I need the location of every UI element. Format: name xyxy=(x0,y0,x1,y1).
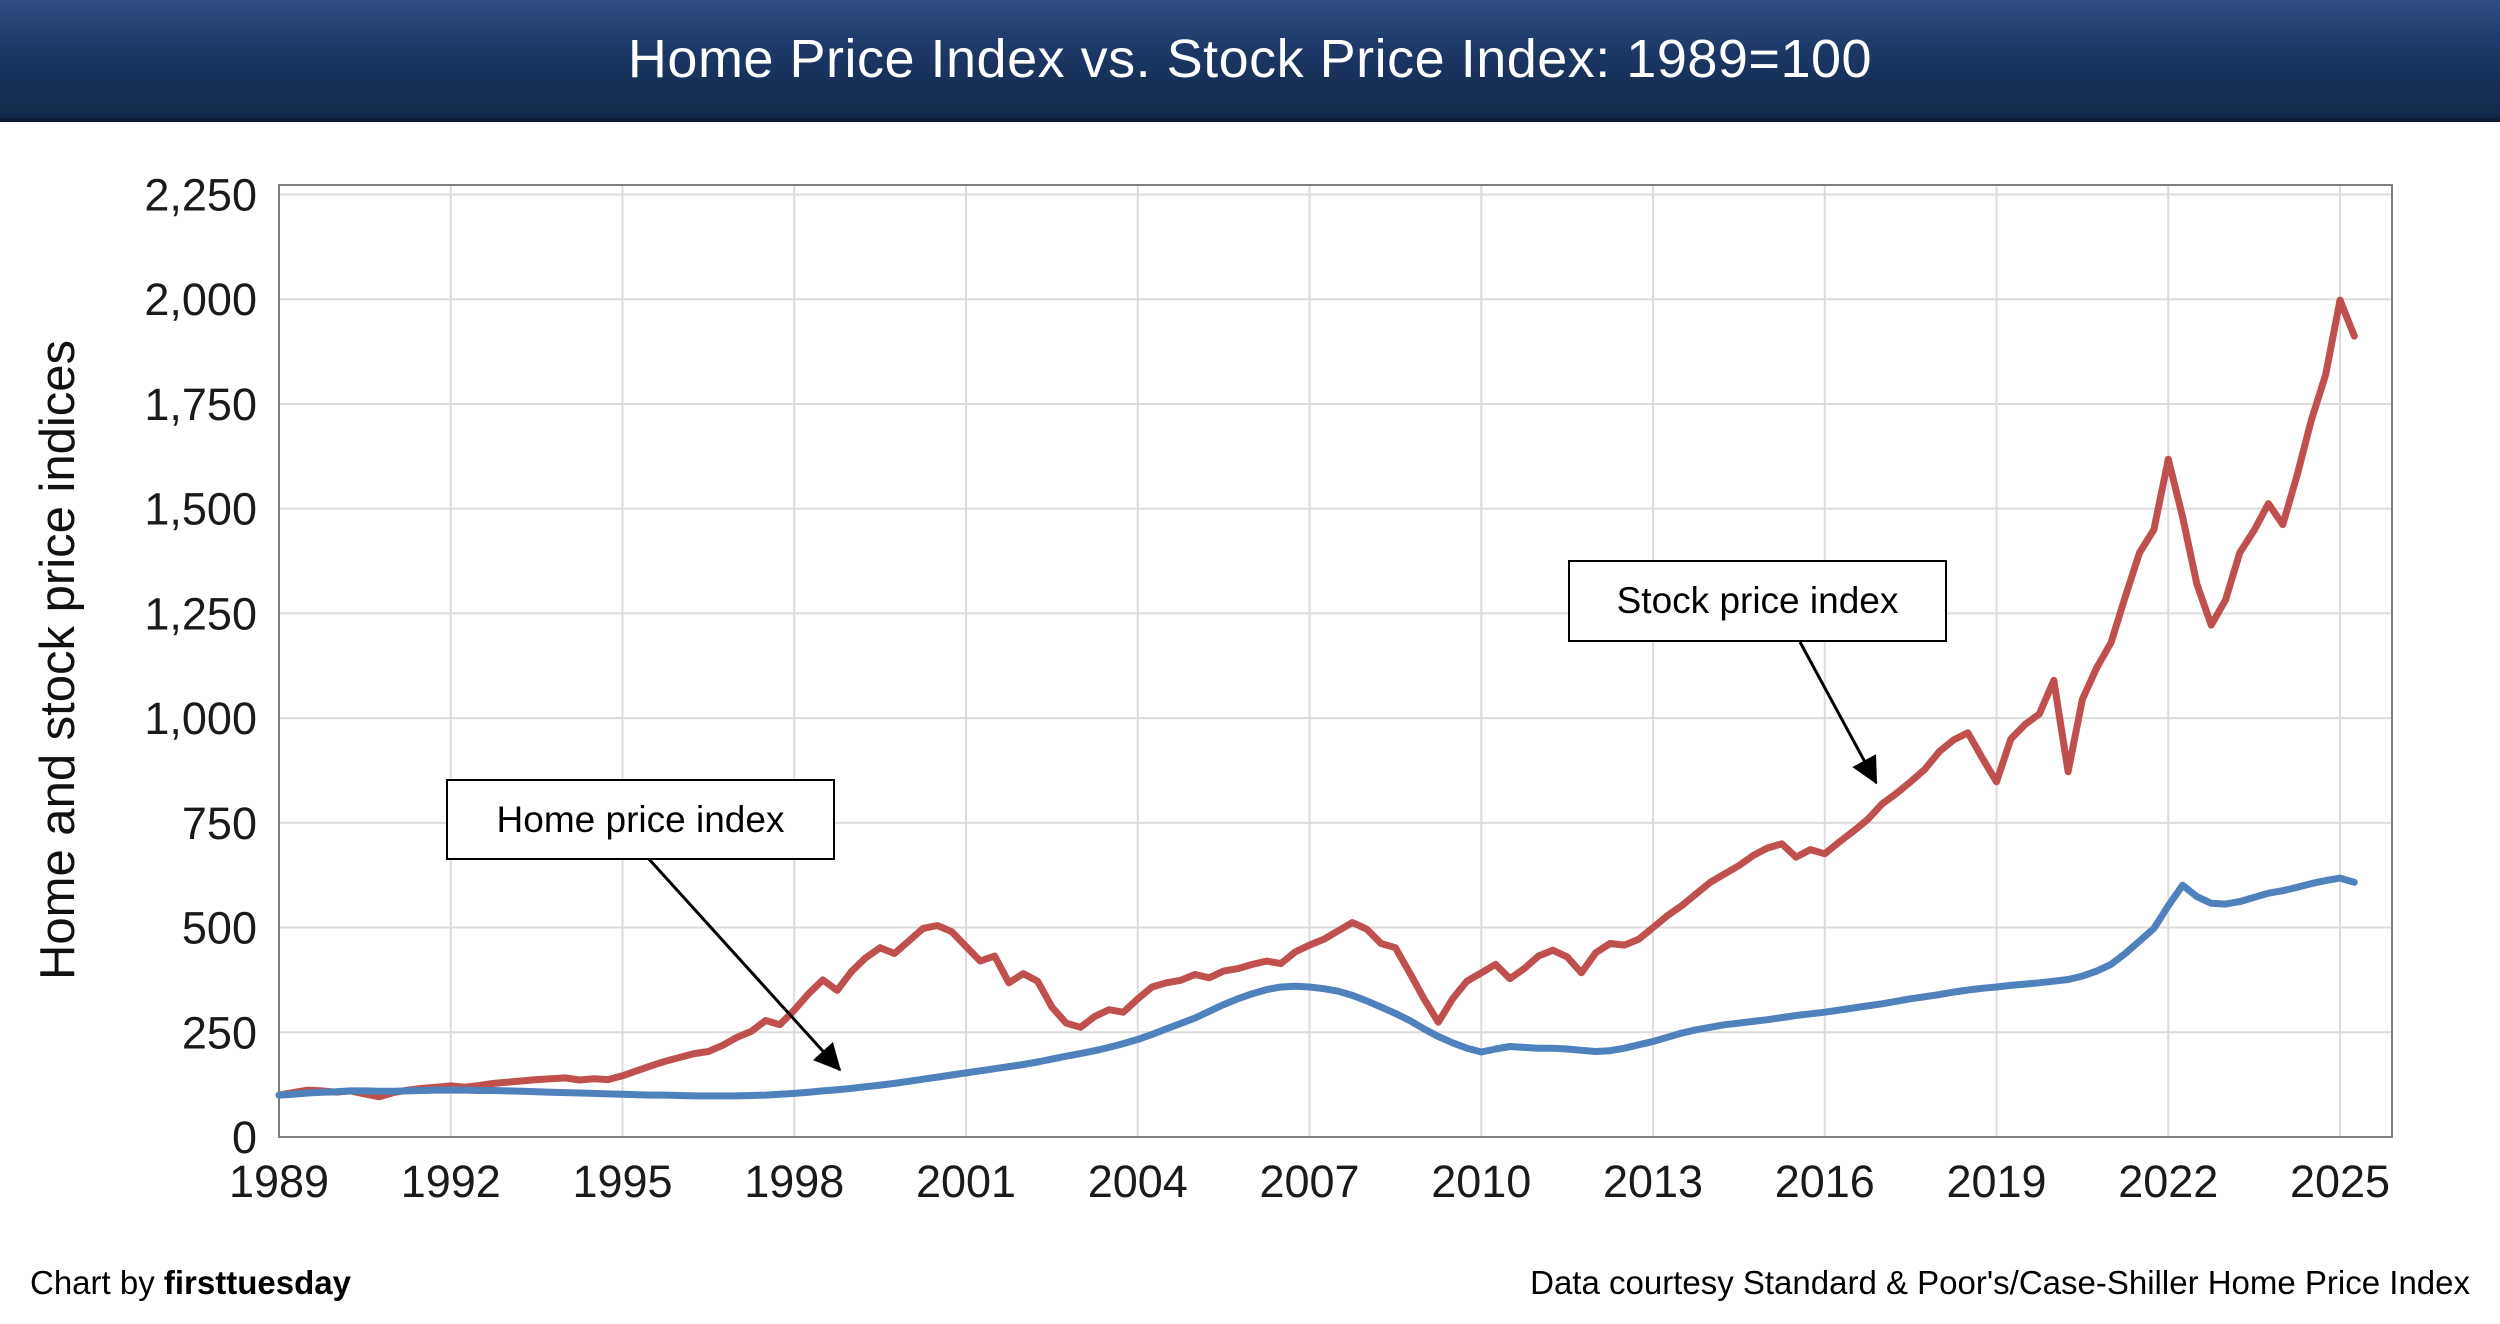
title-bar: Home Price Index vs. Stock Price Index: … xyxy=(0,0,2500,122)
x-tick-label: 2007 xyxy=(1259,1156,1359,1207)
x-tick-label: 2025 xyxy=(2290,1156,2390,1207)
footer-chart-by: Chart by xyxy=(30,1264,164,1301)
y-tick-label: 1,750 xyxy=(144,379,257,430)
x-tick-label: 2010 xyxy=(1431,1156,1531,1207)
annotation-home-label: Home price index xyxy=(496,798,785,840)
y-tick-label: 2,250 xyxy=(144,170,257,221)
annotation-home-price-index: Home price index xyxy=(446,779,835,860)
home-price-index-line xyxy=(275,874,2358,1100)
stock-price-index-line xyxy=(275,296,2358,1101)
y-tick-label: 1,250 xyxy=(144,588,257,639)
x-tick-label: 2013 xyxy=(1603,1156,1703,1207)
y-tick-label: 0 xyxy=(232,1112,257,1163)
x-tick-label: 2019 xyxy=(1946,1156,2046,1207)
footer-brand: firsttuesday xyxy=(163,1264,351,1301)
y-tick-label: 2,000 xyxy=(144,274,257,325)
x-tick-label: 1998 xyxy=(744,1156,844,1207)
x-tick-label: 2016 xyxy=(1775,1156,1875,1207)
x-tick-label: 1989 xyxy=(229,1156,329,1207)
annotation-stock-price-index: Stock price index xyxy=(1568,560,1947,642)
chart-title: Home Price Index vs. Stock Price Index: … xyxy=(627,29,1873,89)
y-tick-label: 250 xyxy=(182,1007,257,1058)
x-tick-label: 2001 xyxy=(916,1156,1016,1207)
annotation-stock-label: Stock price index xyxy=(1616,580,1899,621)
x-tick-label: 1995 xyxy=(572,1156,672,1207)
home-annotation-arrow xyxy=(646,856,842,1072)
x-tick-label: 2004 xyxy=(1088,1156,1188,1207)
x-tick-label: 1992 xyxy=(401,1156,501,1207)
y-tick-label: 1,500 xyxy=(144,484,257,535)
y-tick-label: 500 xyxy=(182,903,257,954)
y-tick-label: 1,000 xyxy=(144,693,257,744)
footer-credit: Chart by firsttuesday xyxy=(30,1264,351,1302)
stock-annotation-arrow xyxy=(1798,641,1878,785)
x-tick-label: 2022 xyxy=(2118,1156,2218,1207)
footer-data-source: Data courtesy Standard & Poor's/Case-Shi… xyxy=(1530,1264,2470,1301)
y-tick-label: 750 xyxy=(182,798,257,849)
